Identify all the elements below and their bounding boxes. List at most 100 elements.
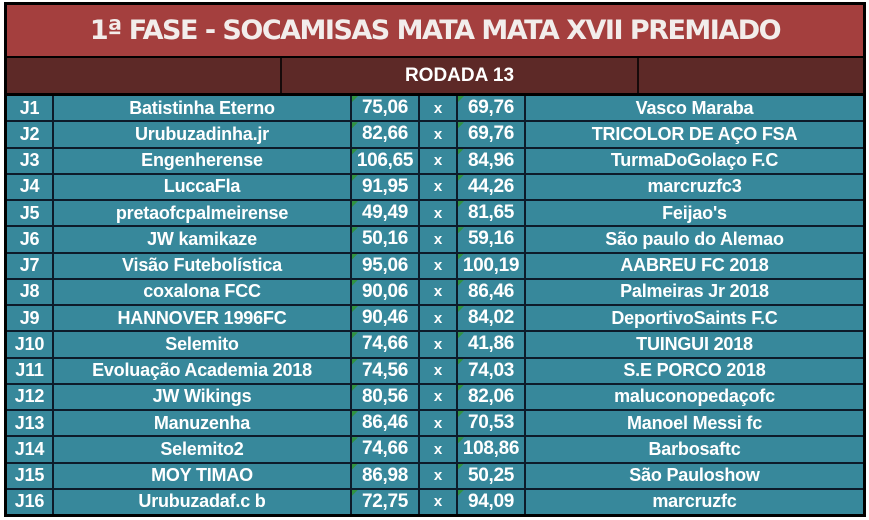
away-team-cell[interactable]: marcruzfc <box>526 489 863 514</box>
away-score-cell[interactable]: 94,09 <box>458 489 524 514</box>
match-id-cell[interactable]: J4 <box>7 174 52 199</box>
home-score-cell[interactable]: 86,46 <box>352 411 418 436</box>
away-score-cell[interactable]: 100,19 <box>458 253 524 278</box>
home-score-cell[interactable]: 74,56 <box>352 358 418 383</box>
home-score-cell[interactable]: 106,65 <box>352 148 418 173</box>
home-team-cell[interactable]: Engenherense <box>54 148 350 173</box>
home-team-cell[interactable]: HANNOVER 1996FC <box>54 306 350 331</box>
home-score-cell[interactable]: 75,06 <box>352 96 418 121</box>
versus-cell[interactable]: x <box>420 96 456 121</box>
home-score-cell[interactable]: 80,56 <box>352 384 418 409</box>
home-team-name: HANNOVER 1996FC <box>117 307 287 328</box>
home-score-cell[interactable]: 74,66 <box>352 437 418 462</box>
match-id-cell[interactable]: J13 <box>7 411 52 436</box>
away-team-cell[interactable]: Manoel Messi fc <box>526 411 863 436</box>
home-team-cell[interactable]: Visão Futebolística <box>54 253 350 278</box>
away-score-cell[interactable]: 84,96 <box>458 148 524 173</box>
home-score-cell[interactable]: 49,49 <box>352 201 418 226</box>
match-id-cell[interactable]: J11 <box>7 358 52 383</box>
home-score-cell[interactable]: 90,46 <box>352 306 418 331</box>
versus-cell[interactable]: x <box>420 279 456 304</box>
round-header-left-cell[interactable] <box>7 58 280 93</box>
away-team-cell[interactable]: Feijao's <box>526 201 863 226</box>
home-score-cell[interactable]: 95,06 <box>352 253 418 278</box>
match-id-cell[interactable]: J10 <box>7 332 52 357</box>
away-score-cell[interactable]: 69,76 <box>458 122 524 147</box>
home-team-cell[interactable]: LuccaFla <box>54 174 350 199</box>
home-team-cell[interactable]: Batistinha Eterno <box>54 96 350 121</box>
match-id-cell[interactable]: J6 <box>7 227 52 252</box>
away-team-cell[interactable]: São Pauloshow <box>526 463 863 488</box>
away-team-cell[interactable]: marcruzfc3 <box>526 174 863 199</box>
versus-cell[interactable]: x <box>420 332 456 357</box>
away-team-cell[interactable]: São paulo do Alemao <box>526 227 863 252</box>
away-team-cell[interactable]: maluconopedaçofc <box>526 384 863 409</box>
home-team-cell[interactable]: JW kamikaze <box>54 227 350 252</box>
away-score-cell[interactable]: 84,02 <box>458 306 524 331</box>
away-team-cell[interactable]: TurmaDoGolaço F.C <box>526 148 863 173</box>
match-id-cell[interactable]: J7 <box>7 253 52 278</box>
home-team-cell[interactable]: Selemito2 <box>54 437 350 462</box>
round-header-right-cell[interactable] <box>639 58 863 93</box>
versus-cell[interactable]: x <box>420 227 456 252</box>
home-team-cell[interactable]: MOY TIMAO <box>54 463 350 488</box>
match-id-cell[interactable]: J12 <box>7 384 52 409</box>
home-team-cell[interactable]: Urubuzadinha.jr <box>54 122 350 147</box>
home-score-cell[interactable]: 74,66 <box>352 332 418 357</box>
away-score-cell[interactable]: 81,65 <box>458 201 524 226</box>
match-id-cell[interactable]: J16 <box>7 489 52 514</box>
away-team-cell[interactable]: TUINGUI 2018 <box>526 332 863 357</box>
match-id-cell[interactable]: J8 <box>7 279 52 304</box>
away-team-cell[interactable]: Vasco Maraba <box>526 96 863 121</box>
away-team-cell[interactable]: Barbosaftc <box>526 437 863 462</box>
versus-cell[interactable]: x <box>420 306 456 331</box>
away-team-cell[interactable]: Palmeiras Jr 2018 <box>526 279 863 304</box>
away-score-cell[interactable]: 44,26 <box>458 174 524 199</box>
away-score-cell[interactable]: 86,46 <box>458 279 524 304</box>
versus-cell[interactable]: x <box>420 201 456 226</box>
home-team-cell[interactable]: Urubuzadaf.c b <box>54 489 350 514</box>
match-id-cell[interactable]: J5 <box>7 201 52 226</box>
home-team-cell[interactable]: Manuzenha <box>54 411 350 436</box>
away-team-cell[interactable]: TRICOLOR DE AÇO FSA <box>526 122 863 147</box>
away-score-cell[interactable]: 108,86 <box>458 437 524 462</box>
away-team-cell[interactable]: AABREU FC 2018 <box>526 253 863 278</box>
versus-cell[interactable]: x <box>420 463 456 488</box>
match-id-cell[interactable]: J3 <box>7 148 52 173</box>
home-team-cell[interactable]: JW Wikings <box>54 384 350 409</box>
versus-cell[interactable]: x <box>420 122 456 147</box>
away-score-cell[interactable]: 74,03 <box>458 358 524 383</box>
home-score-cell[interactable]: 86,98 <box>352 463 418 488</box>
home-team-cell[interactable]: Selemito <box>54 332 350 357</box>
away-score-cell[interactable]: 41,86 <box>458 332 524 357</box>
versus-cell[interactable]: x <box>420 358 456 383</box>
home-score-cell[interactable]: 50,16 <box>352 227 418 252</box>
away-score-cell[interactable]: 59,16 <box>458 227 524 252</box>
away-team-cell[interactable]: DeportivoSaints F.C <box>526 306 863 331</box>
match-id-cell[interactable]: J9 <box>7 306 52 331</box>
home-team-cell[interactable]: Evoluação Academia 2018 <box>54 358 350 383</box>
versus-cell[interactable]: x <box>420 253 456 278</box>
versus-cell[interactable]: x <box>420 437 456 462</box>
home-score-cell[interactable]: 82,66 <box>352 122 418 147</box>
away-score-cell[interactable]: 70,53 <box>458 411 524 436</box>
home-team-cell[interactable]: coxalona FCC <box>54 279 350 304</box>
versus-cell[interactable]: x <box>420 174 456 199</box>
match-id-cell[interactable]: J1 <box>7 96 52 121</box>
home-team-cell[interactable]: pretaofcpalmeirense <box>54 201 350 226</box>
versus-cell[interactable]: x <box>420 411 456 436</box>
away-team-cell[interactable]: S.E PORCO 2018 <box>526 358 863 383</box>
away-score-cell[interactable]: 82,06 <box>458 384 524 409</box>
versus-cell[interactable]: x <box>420 384 456 409</box>
home-score-cell[interactable]: 72,75 <box>352 489 418 514</box>
match-id-cell[interactable]: J2 <box>7 122 52 147</box>
match-id-cell[interactable]: J14 <box>7 437 52 462</box>
match-id-cell[interactable]: J15 <box>7 463 52 488</box>
round-header-cell[interactable]: RODADA 13 <box>282 58 637 93</box>
home-score-cell[interactable]: 91,95 <box>352 174 418 199</box>
home-score-cell[interactable]: 90,06 <box>352 279 418 304</box>
away-score-cell[interactable]: 50,25 <box>458 463 524 488</box>
away-score-cell[interactable]: 69,76 <box>458 96 524 121</box>
versus-cell[interactable]: x <box>420 489 456 514</box>
versus-cell[interactable]: x <box>420 148 456 173</box>
